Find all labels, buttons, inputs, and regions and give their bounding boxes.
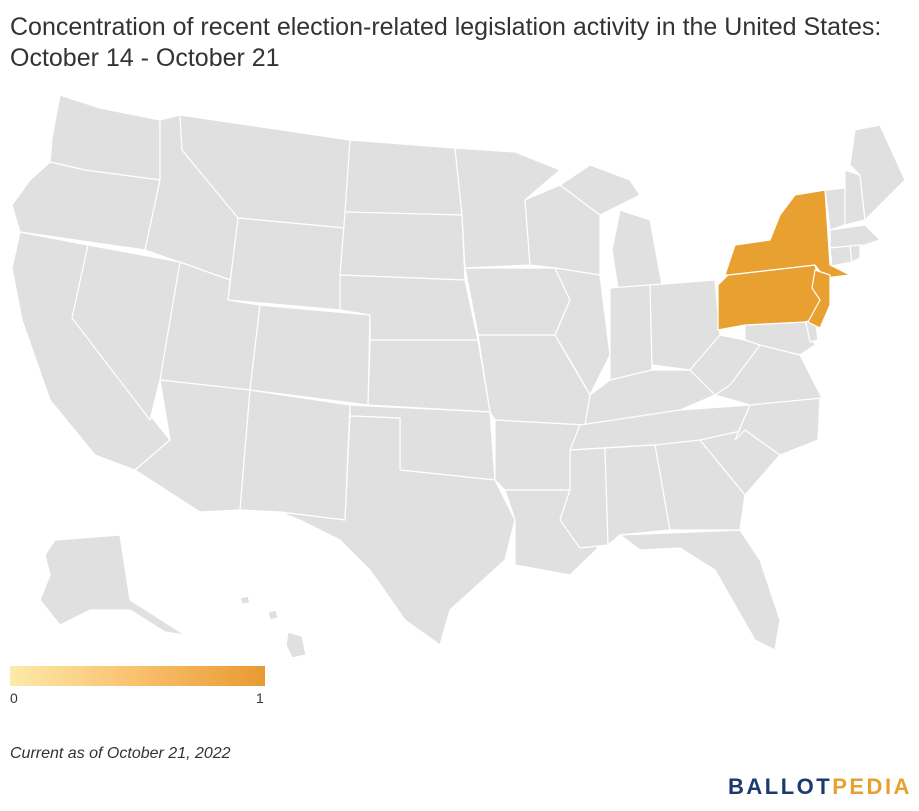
legend-min-label: 0	[10, 690, 18, 706]
footnote: Current as of October 21, 2022	[10, 745, 231, 762]
state-iowa[interactable]	[464, 267, 571, 336]
state-alaska[interactable]	[39, 534, 186, 636]
state-michigan-lower[interactable]	[611, 209, 663, 289]
state-north-dakota[interactable]	[344, 139, 463, 216]
state-south-dakota[interactable]	[339, 211, 466, 281]
state-maine[interactable]	[849, 124, 906, 221]
state-texas[interactable]	[279, 415, 516, 646]
legend-max-label: 1	[256, 690, 264, 706]
state-connecticut[interactable]	[829, 245, 853, 267]
state-indiana[interactable]	[609, 284, 653, 381]
state-hawaii[interactable]	[239, 595, 307, 659]
state-rhode-island[interactable]	[849, 244, 861, 263]
state-illinois[interactable]	[554, 267, 611, 396]
state-colorado[interactable]	[249, 304, 371, 406]
state-florida[interactable]	[619, 529, 781, 651]
us-map	[11, 94, 906, 659]
state-vermont[interactable]	[824, 187, 846, 231]
state-alabama[interactable]	[604, 444, 671, 546]
state-wyoming[interactable]	[227, 217, 346, 311]
legend-gradient-bar	[10, 666, 265, 686]
ballotpedia-logo: BALLOTPEDIA	[728, 774, 912, 799]
state-nevada[interactable]	[71, 244, 181, 421]
state-new-jersey[interactable]	[807, 269, 831, 329]
state-massachusetts[interactable]	[829, 224, 881, 249]
state-georgia[interactable]	[654, 439, 746, 531]
state-michigan-upper[interactable]	[559, 164, 641, 216]
state-new-mexico[interactable]	[239, 389, 351, 521]
state-oregon[interactable]	[11, 161, 161, 251]
map-title: Concentration of recent election-related…	[10, 13, 882, 72]
state-new-york[interactable]	[724, 189, 851, 279]
state-kansas[interactable]	[367, 339, 491, 413]
